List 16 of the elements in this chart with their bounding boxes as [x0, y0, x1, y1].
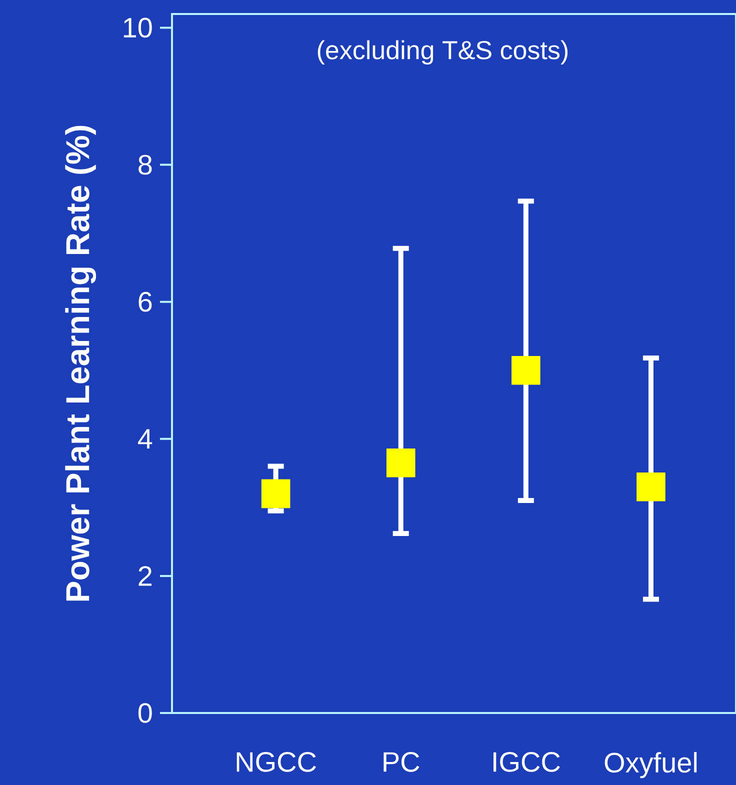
x-tick-label: IGCC	[493, 752, 560, 772]
x-tick-label: NGCC	[236, 752, 316, 772]
annotation: (excluding T&S costs)	[318, 40, 568, 65]
y-tick-label: 8	[138, 154, 152, 175]
x-tick-label: PC	[384, 752, 420, 772]
point	[512, 356, 540, 385]
point	[636, 472, 666, 502]
y-tick-label: 0	[138, 703, 152, 723]
x-tick-label: Oxyfuel	[604, 752, 697, 778]
y-tick-label: 2	[138, 566, 152, 586]
y-tick-label: 6	[138, 292, 152, 312]
y-tick-label: 4	[138, 429, 152, 449]
y-tick-label: 10	[124, 18, 152, 38]
point	[386, 448, 416, 478]
y-axis-title: Power Plant Learning Rate (%)	[65, 126, 96, 601]
point	[261, 479, 290, 508]
